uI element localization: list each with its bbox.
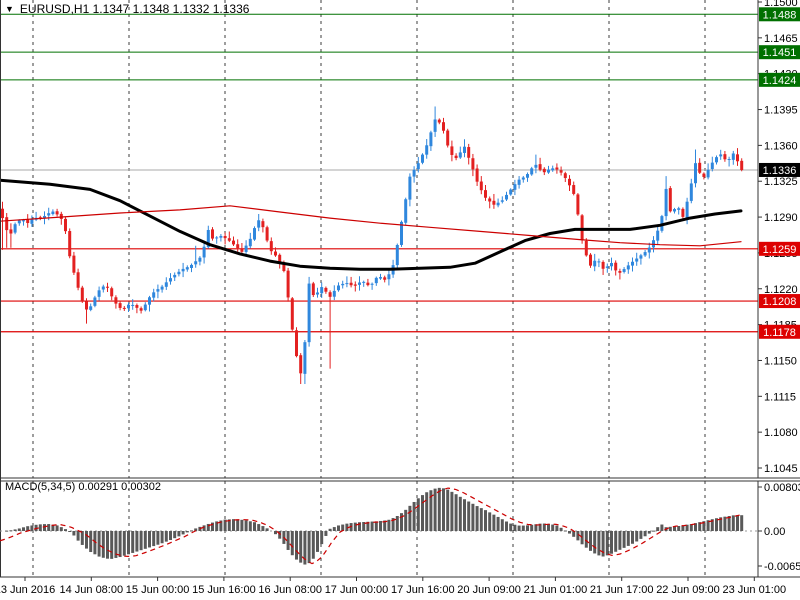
macd-axis: 0.00803 0.00 -0.00652 (758, 482, 800, 573)
support-price-badge: 1.1259 (759, 241, 800, 256)
ma-slow-line (0, 178, 743, 271)
symbol-dropdown-icon[interactable]: ▼ (5, 3, 14, 14)
svg-text:21 Jun 17:00: 21 Jun 17:00 (590, 584, 654, 596)
ma-fast-line (0, 205, 742, 247)
resistance-price-badge: 1.1451 (759, 45, 800, 60)
svg-text:1.1290: 1.1290 (764, 212, 798, 224)
svg-text:15 Jun 00:00: 15 Jun 00:00 (126, 584, 190, 596)
svg-text:1.1220: 1.1220 (764, 284, 798, 296)
svg-text:21 Jun 01:00: 21 Jun 01:00 (524, 584, 588, 596)
svg-text:0.00: 0.00 (764, 526, 785, 538)
macd-signal-line (0, 487, 741, 565)
svg-text:22 Jun 09:00: 22 Jun 09:00 (656, 584, 720, 596)
svg-text:1.1325: 1.1325 (764, 176, 798, 188)
svg-text:1.1336: 1.1336 (763, 165, 797, 177)
level-lines (0, 13, 758, 333)
svg-text:1.1395: 1.1395 (764, 105, 798, 117)
svg-text:13 Jun 2016: 13 Jun 2016 (0, 584, 55, 596)
time-axis: 13 Jun 2016 14 Jun 08:00 15 Jun 00:00 15 Ju… (0, 577, 786, 596)
svg-text:1.1080: 1.1080 (764, 427, 798, 439)
support-price-badge: 1.1208 (759, 294, 800, 309)
svg-text:1.1424: 1.1424 (763, 75, 797, 87)
svg-text:17 Jun 16:00: 17 Jun 16:00 (391, 584, 455, 596)
svg-text:1.1259: 1.1259 (763, 244, 797, 256)
svg-text:1.1465: 1.1465 (764, 33, 798, 45)
svg-text:20 Jun 09:00: 20 Jun 09:00 (457, 584, 521, 596)
macd-indicator-label: MACD(5,34,5) 0.00291 0.00302 (5, 481, 161, 493)
support-price-badge: 1.1178 (759, 324, 800, 339)
svg-text:1.1488: 1.1488 (763, 9, 797, 21)
svg-text:1.1360: 1.1360 (764, 140, 798, 152)
svg-text:23 Jun 01:00: 23 Jun 01:00 (722, 584, 786, 596)
svg-text:17 Jun 00:00: 17 Jun 00:00 (325, 584, 389, 596)
svg-text:15 Jun 16:00: 15 Jun 16:00 (192, 584, 256, 596)
chart-title: ▼ EURUSD,H1 1.1347 1.1348 1.1332 1.1336 (5, 2, 249, 16)
current-price-badge: 1.1336 (759, 162, 800, 177)
svg-text:0.00803: 0.00803 (764, 482, 800, 494)
svg-text:1.1150: 1.1150 (764, 355, 797, 367)
svg-text:14 Jun 08:00: 14 Jun 08:00 (59, 584, 123, 596)
panel-frame (0, 0, 800, 578)
svg-text:-0.00652: -0.00652 (764, 561, 800, 573)
svg-text:1.1451: 1.1451 (763, 47, 797, 59)
svg-text:1.1208: 1.1208 (763, 296, 797, 308)
svg-text:16 Jun 08:00: 16 Jun 08:00 (258, 584, 322, 596)
svg-text:1.1045: 1.1045 (764, 463, 798, 475)
candles-layer (1, 106, 744, 385)
svg-text:1.1500: 1.1500 (764, 0, 798, 9)
resistance-price-badge: 1.1424 (759, 72, 800, 87)
svg-text:1.1115: 1.1115 (764, 391, 796, 403)
symbol-ohlc-label: EURUSD,H1 1.1347 1.1348 1.1332 1.1336 (19, 2, 250, 16)
price-axis: 1.15001.14651.14301.13951.13601.13251.12… (758, 0, 798, 475)
svg-text:1.1178: 1.1178 (763, 327, 796, 339)
macd-histogram (5, 487, 744, 565)
resistance-price-badge: 1.1488 (759, 7, 800, 22)
